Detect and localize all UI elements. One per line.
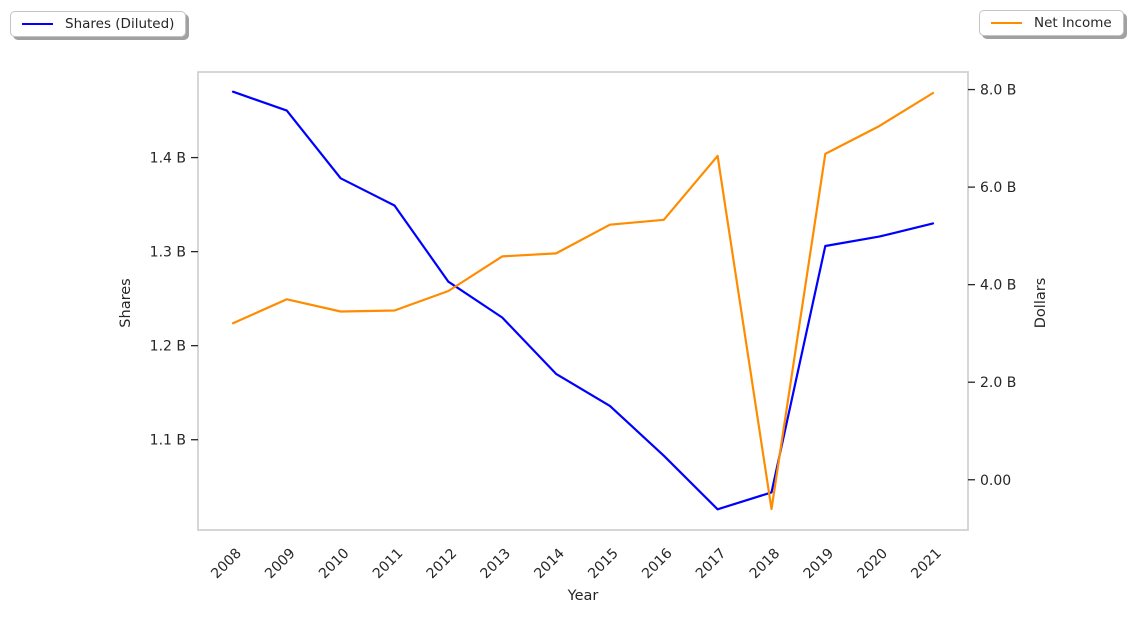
x-axis-label: Year	[567, 588, 599, 604]
x-tick-label: 2018	[747, 546, 784, 583]
y-right-tick-label: 8.0 B	[980, 83, 1016, 99]
y-left-tick-label: 1.1 B	[150, 433, 186, 449]
y-left-tick-label: 1.3 B	[150, 245, 186, 261]
x-tick-label: 2017	[693, 546, 730, 583]
net-income-series-line	[231, 91, 935, 511]
x-tick-label: 2014	[531, 545, 568, 582]
x-tick-label: 2008	[208, 546, 245, 583]
y-right-tick-label: 2.0 B	[980, 375, 1016, 391]
y-axis-label-left: Shares	[118, 278, 134, 328]
shares-line-swatch	[22, 22, 53, 26]
x-tick-label: 2021	[908, 546, 945, 583]
x-tick-label: 2012	[424, 546, 461, 583]
net-income-line-swatch	[991, 21, 1022, 25]
plot-border	[197, 71, 969, 531]
legend-net-income-label: Net Income	[1034, 15, 1112, 31]
x-tick-label: 2015	[585, 546, 622, 583]
y-left-tick-label: 1.4 B	[150, 151, 186, 167]
y-left-tick-label: 1.2 B	[150, 339, 186, 355]
x-tick-label: 2016	[639, 545, 676, 582]
legend-shares-label: Shares (Diluted)	[65, 16, 175, 32]
x-tick-label: 2013	[478, 546, 515, 583]
x-tick-label: 2020	[854, 546, 891, 583]
y-right-tick-label: 4.0 B	[980, 278, 1016, 294]
y-right-tick-label: 0.00	[980, 473, 1011, 489]
legend-shares: Shares (Diluted)	[10, 11, 187, 37]
legend-net-income: Net Income	[979, 10, 1124, 36]
x-tick-label: 2011	[370, 546, 407, 583]
x-tick-label: 2019	[801, 546, 838, 583]
shares-series-line	[231, 90, 935, 511]
y-axis-label-right: Dollars	[1033, 277, 1049, 329]
x-tick-label: 2010	[316, 546, 353, 583]
x-tick-label: 2009	[262, 546, 299, 583]
y-right-tick-label: 6.0 B	[980, 180, 1016, 196]
